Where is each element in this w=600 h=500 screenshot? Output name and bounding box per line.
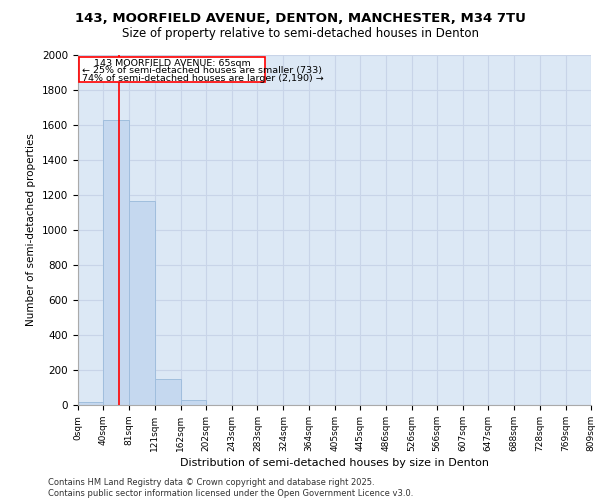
Text: Size of property relative to semi-detached houses in Denton: Size of property relative to semi-detach… <box>121 28 479 40</box>
Bar <box>78 402 103 405</box>
Text: ← 25% of semi-detached houses are smaller (733): ← 25% of semi-detached houses are smalle… <box>82 66 322 74</box>
Bar <box>103 120 129 405</box>
FancyBboxPatch shape <box>79 56 265 82</box>
Text: 143, MOORFIELD AVENUE, DENTON, MANCHESTER, M34 7TU: 143, MOORFIELD AVENUE, DENTON, MANCHESTE… <box>74 12 526 26</box>
X-axis label: Distribution of semi-detached houses by size in Denton: Distribution of semi-detached houses by … <box>180 458 489 468</box>
Text: 74% of semi-detached houses are larger (2,190) →: 74% of semi-detached houses are larger (… <box>82 74 323 82</box>
Text: Contains HM Land Registry data © Crown copyright and database right 2025.
Contai: Contains HM Land Registry data © Crown c… <box>48 478 413 498</box>
Bar <box>181 400 206 405</box>
Bar <box>130 201 155 405</box>
Bar <box>155 379 181 405</box>
Text: 143 MOORFIELD AVENUE: 65sqm: 143 MOORFIELD AVENUE: 65sqm <box>94 58 251 68</box>
Y-axis label: Number of semi-detached properties: Number of semi-detached properties <box>26 134 37 326</box>
